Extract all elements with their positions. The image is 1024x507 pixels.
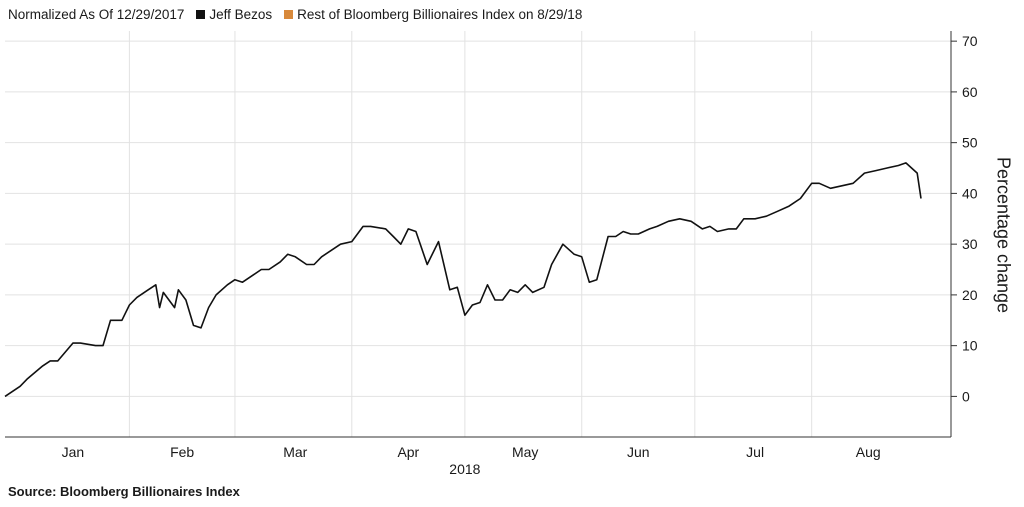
legend-label-bezos: Jeff Bezos <box>209 7 273 22</box>
y-tick-label-10: 10 <box>962 338 978 354</box>
legend-label-rest: Rest of Bloomberg Billionaires Index on … <box>297 7 583 22</box>
chart-grid <box>5 31 951 437</box>
chart-tick-labels: 0 10 20 30 40 50 60 70 Jan Feb Mar Apr May Jun Jul Aug 2… <box>62 33 978 477</box>
x-tick-label-apr: Apr <box>397 444 419 460</box>
legend: Normalized As Of 12/29/2017 Jeff Bezos R… <box>8 7 582 22</box>
y-tick-label-20: 20 <box>962 287 978 303</box>
x-tick-label-may: May <box>512 444 538 460</box>
y-tick-label-60: 60 <box>962 84 978 100</box>
x-tick-label-jan: Jan <box>62 444 85 460</box>
y-tick-label-0: 0 <box>962 388 970 404</box>
chart-series <box>4 162 922 398</box>
y-tick-label-70: 70 <box>962 33 978 49</box>
x-tick-label-mar: Mar <box>283 444 307 460</box>
series-line-bezos <box>4 162 922 398</box>
chart-axes <box>5 31 957 438</box>
legend-swatch-bezos <box>196 10 206 19</box>
x-tick-label-jul: Jul <box>746 444 764 460</box>
x-axis-label: 2018 <box>449 461 480 477</box>
y-tick-label-50: 50 <box>962 135 978 151</box>
x-tick-label-jun: Jun <box>627 444 650 460</box>
y-tick-label-30: 30 <box>962 236 978 252</box>
legend-note: Normalized As Of 12/29/2017 <box>8 7 185 22</box>
x-tick-label-aug: Aug <box>856 444 881 460</box>
y-axis-label: Percentage change <box>993 156 1014 314</box>
y-tick-label-40: 40 <box>962 185 978 201</box>
source-note: Source: Bloomberg Billionaires Index <box>8 484 240 499</box>
legend-swatch-rest <box>284 10 294 19</box>
x-tick-label-feb: Feb <box>170 444 194 460</box>
